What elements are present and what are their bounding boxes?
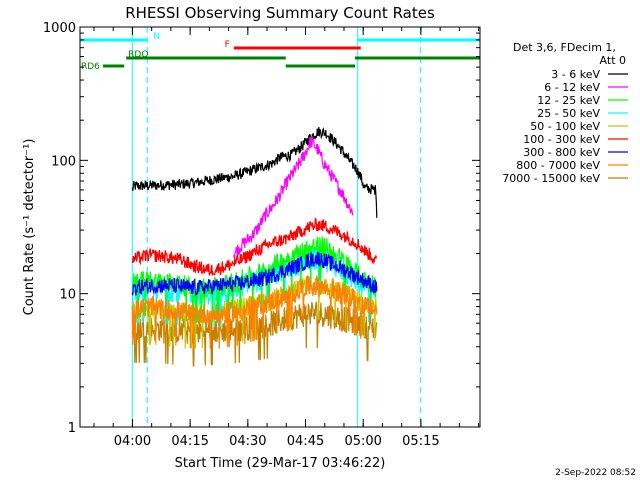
legend-header-line-1: Det 3,6, FDecim 1, — [513, 41, 616, 54]
series-line-800-7000-kev — [131, 274, 378, 349]
vertical-markers — [79, 27, 421, 427]
series-line-6-12-kev — [233, 136, 354, 259]
axes: 1 10 100 1000 04:00 04:15 04:30 04:45 05:00 05:15 — [43, 21, 480, 449]
series-line-100-300-kev — [131, 218, 378, 277]
legend-entry-label: 7000 - 15000 keV — [502, 172, 600, 185]
plot-frame — [79, 26, 481, 428]
x-tick-label: 05:15 — [402, 434, 439, 449]
flag-label-f: F — [225, 40, 230, 50]
footer-timestamp: 2-Sep-2022 08:52 — [555, 468, 636, 478]
legend-entry-label: 800 - 7000 keV — [516, 159, 600, 172]
y-axis-label: Count Rate (s⁻¹ detector⁻¹) — [22, 139, 37, 316]
x-tick-label: 04:45 — [287, 434, 324, 449]
x-tick-label: 04:30 — [229, 434, 266, 449]
flag-label-rdo: RDO — [128, 50, 148, 60]
x-tick-label: 04:15 — [171, 434, 208, 449]
y-tick-label: 100 — [51, 154, 76, 169]
series-line-25-50-kev — [131, 246, 378, 327]
y-tick-label: 10 — [59, 288, 76, 303]
legend-entry-label: 300 - 800 keV — [523, 146, 600, 159]
x-tick-label: 04:00 — [114, 434, 151, 449]
series-line-300-800-kev — [131, 251, 378, 296]
series-group — [131, 126, 378, 367]
legend-entry-label: 6 - 12 keV — [544, 81, 600, 94]
legend-header-line-2: Att 0 — [600, 54, 626, 67]
legend-entry-label: 50 - 100 keV — [530, 120, 600, 133]
series-line-3-6-kev — [131, 126, 378, 218]
flag-bars: N F RDO RD6 — [80, 32, 480, 72]
legend-entry-label: 100 - 300 keV — [523, 133, 600, 146]
y-tick-label: 1000 — [43, 21, 76, 36]
legend-entry-label: 12 - 25 keV — [537, 94, 600, 107]
x-axis-label: Start Time (29-Mar-17 03:46:22) — [175, 456, 386, 471]
x-tick-label: 05:00 — [344, 434, 381, 449]
flag-label-rd6: RD6 — [81, 62, 100, 72]
y-tick-label: 1 — [68, 421, 76, 436]
legend-entry-label: 25 - 50 keV — [537, 107, 600, 120]
chart-title: RHESSI Observing Summary Count Rates — [125, 4, 435, 22]
flag-label-n: N — [153, 32, 160, 42]
legend-entry-label: 3 - 6 keV — [551, 68, 600, 81]
